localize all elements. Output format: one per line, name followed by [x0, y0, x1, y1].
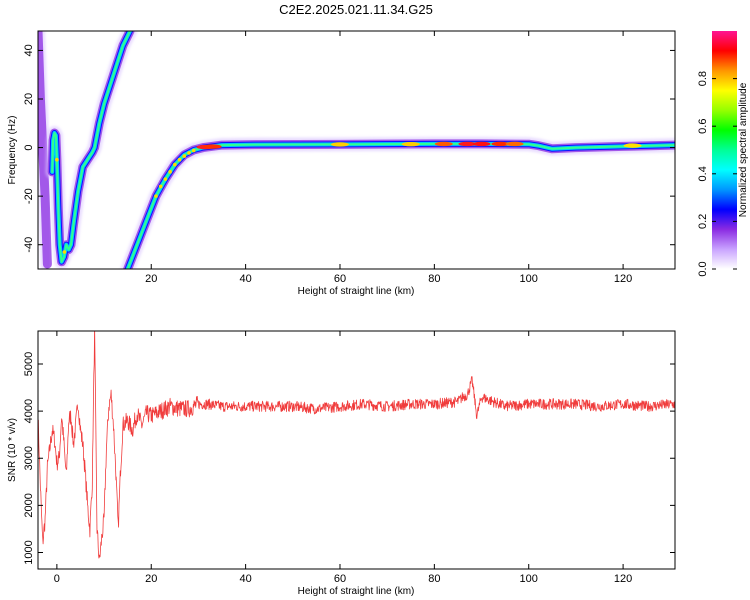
- spectrogram-peak: [177, 157, 182, 162]
- spectrogram-peak: [191, 148, 196, 153]
- spectrogram-peak: [401, 141, 420, 147]
- colorbar-tick-label: 0.0: [697, 261, 709, 276]
- spectrogram-y-tick-label: 20: [23, 93, 35, 105]
- snr-x-tick-label: 60: [334, 573, 346, 585]
- spectrogram-peak: [203, 144, 222, 149]
- spectrogram-x-tick-label: 60: [334, 273, 346, 285]
- spectrogram-peak: [505, 141, 524, 147]
- spectrogram-peak: [55, 157, 59, 162]
- spectrogram-y-axis-label: Frequency (Hz): [7, 116, 18, 185]
- colorbar-tick-label: 0.8: [697, 71, 709, 86]
- snr-x-tick-label: 40: [239, 573, 251, 585]
- spectrogram-peak: [173, 162, 177, 167]
- spectrogram-peak: [458, 141, 477, 147]
- spectrogram-x-tick-label: 20: [145, 273, 157, 285]
- spectrogram-peak: [168, 170, 172, 174]
- spectrogram-peak: [182, 154, 187, 158]
- colorbar-tick-label: 0.2: [697, 214, 709, 229]
- spectrogram-peak: [154, 194, 158, 198]
- snr-y-tick-label: 3000: [23, 446, 35, 470]
- snr-plot-area: [38, 331, 675, 569]
- spectrogram-peak: [623, 143, 642, 148]
- spectrogram-x-axis-label: Height of straight line (km): [298, 286, 415, 297]
- spectrogram-y-tick-label: -40: [23, 237, 35, 253]
- snr-axes: 0 20 40 60 80 100 120 1000 2000 3000 4000 5000: [23, 331, 675, 585]
- snr-x-tick-label: 80: [428, 573, 440, 585]
- snr-series: [38, 331, 675, 559]
- spectrogram-frame: [37, 30, 676, 270]
- spectrogram-axes: 20 40 60 80 100 120 -40 -20 0 20 40: [23, 31, 675, 285]
- colorbar-tick-label: 0.6: [697, 119, 709, 134]
- spectrogram-y-tick-label: 40: [23, 44, 35, 56]
- snr-x-tick-label: 20: [145, 573, 157, 585]
- snr-x-tick-label: 100: [520, 573, 538, 585]
- snr-y-tick-label: 1000: [23, 540, 35, 564]
- snr-y-axis-label: SNR (10 * v/v): [7, 418, 18, 482]
- spectrogram-peak: [330, 142, 349, 147]
- snr-x-tick-label: 120: [614, 573, 632, 585]
- chart-title: C2E2.2025.021.11.34.G25: [279, 2, 433, 17]
- spectrogram-trace: [126, 142, 675, 269]
- spectrogram-peak: [472, 141, 491, 147]
- spectrogram-peak: [187, 151, 191, 155]
- snr-y-tick-label: 4000: [23, 399, 35, 423]
- snr-panel: 0 20 40 60 80 100 120 1000 2000 3000 4000 5000 Heig…: [7, 330, 676, 597]
- colorbar-label: Normalized spectral amplitude: [738, 82, 749, 217]
- spectrogram-peak: [434, 141, 453, 147]
- spectrogram-peak: [163, 177, 168, 181]
- spectrogram-x-tick-label: 80: [428, 273, 440, 285]
- spectrogram-peak: [158, 184, 163, 189]
- snr-y-tick-label: 5000: [23, 352, 35, 376]
- snr-x-tick-label: 0: [54, 573, 60, 585]
- colorbar-tick-label: 0.4: [697, 166, 709, 181]
- spectrogram-y-tick-label: 0: [23, 145, 35, 151]
- colorbar: 0.0 0.2 0.4 0.6 0.8 Normalized spectral ampl…: [697, 31, 749, 277]
- spectrogram-peak: [491, 141, 510, 147]
- spectrogram-x-tick-label: 40: [239, 273, 251, 285]
- snr-frame: [37, 330, 676, 570]
- spectrogram-x-tick-label: 120: [614, 273, 632, 285]
- spectrogram-panel: 20 40 60 80 100 120 -40 -20 0 20 40 Height of stra…: [7, 30, 676, 297]
- spectrogram-y-tick-label: -20: [23, 188, 35, 204]
- snr-x-axis-label: Height of straight line (km): [298, 586, 415, 597]
- snr-y-tick-label: 2000: [23, 493, 35, 517]
- spectrogram-x-tick-label: 100: [520, 273, 538, 285]
- snr-line: [38, 331, 675, 559]
- spectrogram-peak: [62, 250, 67, 254]
- colorbar-ticks: 0.0 0.2 0.4 0.6 0.8: [697, 71, 737, 277]
- spectrogram-traces: [38, 31, 675, 269]
- colorbar-gradient: [712, 31, 737, 269]
